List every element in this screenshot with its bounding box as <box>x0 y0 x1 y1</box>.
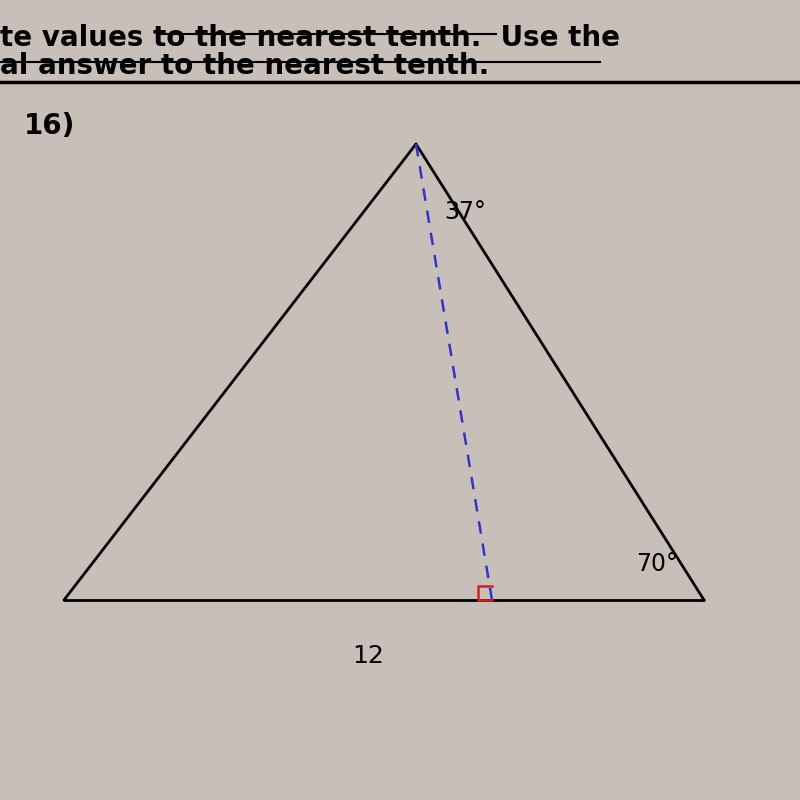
Text: te values to the nearest tenth.  Use the: te values to the nearest tenth. Use the <box>0 24 620 52</box>
Text: al answer to the nearest tenth.: al answer to the nearest tenth. <box>0 52 490 80</box>
Text: 16): 16) <box>24 112 75 140</box>
Text: 37°: 37° <box>444 200 486 224</box>
Text: 70°: 70° <box>636 552 678 576</box>
Text: 12: 12 <box>352 644 384 668</box>
